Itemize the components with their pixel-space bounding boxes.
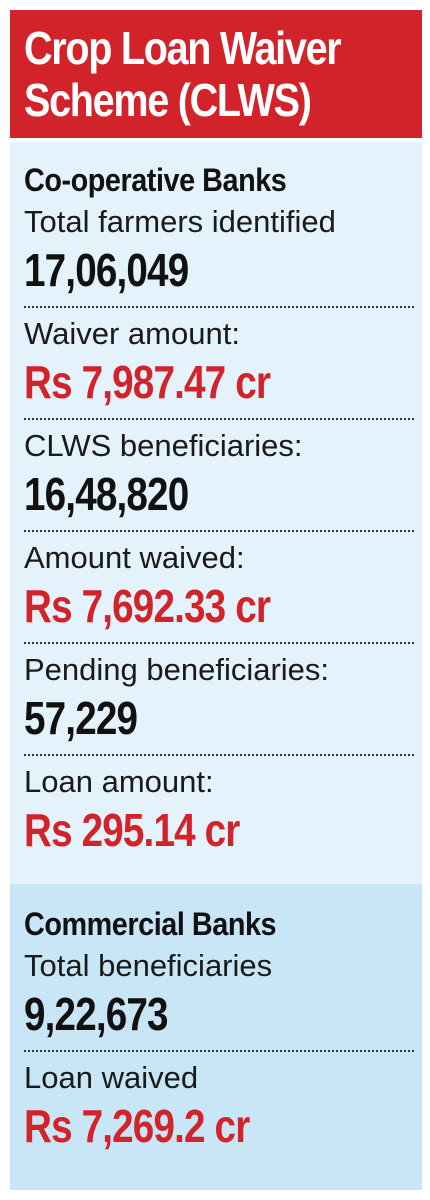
stat-total-beneficiaries: Total beneficiaries 9,22,673 [24, 946, 422, 1046]
dotted-divider [24, 754, 414, 756]
stat-value: Rs 7,269.2 cr [24, 1100, 250, 1152]
stat-total-farmers-identified: Total farmers identified 17,06,049 [24, 202, 422, 302]
dotted-divider [24, 306, 414, 308]
stat-label: Loan waived [24, 1060, 199, 1095]
dotted-divider [24, 530, 414, 532]
title-banner: Crop Loan Waiver Scheme (CLWS) [10, 10, 422, 138]
stat-label: Total beneficiaries [24, 948, 273, 983]
dotted-divider [24, 418, 414, 420]
stat-value: 17,06,049 [24, 244, 189, 296]
dotted-divider [24, 642, 414, 644]
stat-waiver-amount: Waiver amount: Rs 7,987.47 cr [24, 314, 422, 414]
stat-pending-beneficiaries: Pending beneficiaries: 57,229 [24, 650, 422, 750]
stat-loan-amount: Loan amount: Rs 295.14 cr [24, 762, 422, 862]
stat-value: Rs 295.14 cr [24, 804, 240, 856]
commercial-banks-section: Commercial Banks Total beneficiaries 9,2… [10, 884, 422, 1190]
stat-value: Rs 7,692.33 cr [24, 580, 271, 632]
stat-value: Rs 7,987.47 cr [24, 356, 271, 408]
commercial-banks-heading: Commercial Banks [24, 906, 277, 942]
stat-label: Amount waived: [24, 540, 245, 575]
title-line-2: Scheme (CLWS) [24, 74, 312, 126]
stat-label: Loan amount: [24, 764, 214, 799]
stat-label: CLWS beneficiaries: [24, 428, 303, 463]
stat-value: 57,229 [24, 692, 138, 744]
stat-loan-waived: Loan waived Rs 7,269.2 cr [24, 1058, 422, 1158]
stat-value: 9,22,673 [24, 988, 169, 1040]
dotted-divider [24, 1050, 414, 1052]
title-line-1: Crop Loan Waiver [24, 22, 342, 74]
stat-label: Pending beneficiaries: [24, 652, 330, 687]
cooperative-banks-heading: Co-operative Banks [24, 162, 287, 198]
stat-label: Total farmers identified [24, 204, 336, 239]
stat-label: Waiver amount: [24, 316, 240, 351]
cooperative-banks-section: Co-operative Banks Total farmers identif… [10, 142, 422, 884]
stat-value: 16,48,820 [24, 468, 189, 520]
stat-clws-beneficiaries: CLWS beneficiaries: 16,48,820 [24, 426, 422, 526]
stat-amount-waived: Amount waived: Rs 7,692.33 cr [24, 538, 422, 638]
